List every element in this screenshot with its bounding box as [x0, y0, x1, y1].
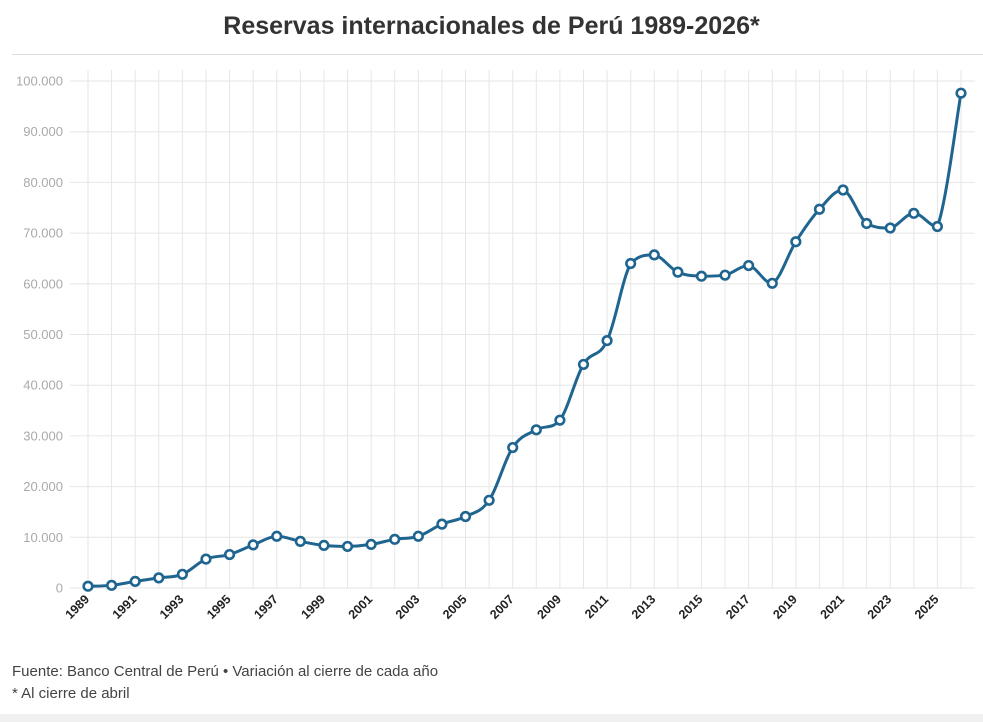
x-tick-label: 1993: [157, 592, 187, 622]
y-axis-ticks: 0 10.000 20.000 30.000 40.000 50.000 60.000 70.…: [16, 74, 63, 596]
chart-title: Reservas internacionales de Perú 1989-20…: [223, 12, 760, 40]
x-tick-label: 1989: [63, 592, 93, 622]
x-tick-label: 2005: [440, 592, 470, 622]
y-tick-label: 60.000: [23, 276, 63, 291]
line-chart: 0 10.000 20.000 30.000 40.000 50.000 60.000 70.…: [16, 70, 975, 622]
data-point: [129, 575, 141, 588]
x-tick-label: 1995: [204, 592, 234, 622]
data-point: [648, 249, 660, 261]
title-divider: [12, 54, 983, 55]
data-point: [483, 494, 495, 506]
y-tick-label: 0: [56, 581, 63, 596]
data-point: [790, 236, 802, 248]
data-point: [318, 539, 330, 552]
y-tick-label: 10.000: [23, 530, 63, 545]
data-point: [412, 530, 424, 542]
x-tick-label: 1997: [251, 592, 281, 622]
x-tick-label: 2003: [393, 592, 423, 622]
x-tick-label: 2009: [534, 592, 564, 622]
y-tick-label: 90.000: [23, 124, 63, 139]
source-note: Fuente: Banco Central de Perú • Variació…: [12, 663, 439, 680]
data-point: [672, 266, 684, 278]
data-point: [507, 441, 519, 454]
data-point: [837, 184, 849, 196]
data-point: [341, 540, 354, 553]
data-point: [271, 530, 283, 542]
data-point: [908, 207, 920, 219]
x-tick-label: 2007: [487, 592, 517, 622]
data-point: [955, 87, 967, 99]
data-point: [389, 533, 401, 545]
data-point: [931, 220, 944, 233]
x-tick-label: 2013: [629, 592, 659, 622]
data-point: [577, 358, 590, 371]
data-point: [861, 217, 873, 230]
x-tick-label: 2011: [582, 592, 611, 621]
data-point: [530, 424, 542, 436]
data-point: [554, 414, 566, 426]
x-tick-label: 1999: [299, 592, 329, 622]
y-tick-label: 70.000: [23, 226, 63, 241]
series-line: [86, 91, 963, 588]
data-point: [459, 510, 472, 523]
data-point: [436, 518, 448, 530]
x-tick-label: 2017: [723, 592, 753, 622]
data-point: [743, 259, 755, 272]
data-point: [294, 535, 306, 547]
x-axis-ticks: 1989 1991 1993 1995 1997 1999 2001 2003 2005 2007…: [63, 592, 942, 622]
data-point: [105, 579, 118, 591]
data-point: [884, 222, 896, 234]
data-point: [365, 538, 377, 550]
data-point: [176, 568, 188, 580]
data-point: [766, 277, 778, 289]
x-tick-label: 1991: [110, 592, 140, 622]
x-tick-label: 2023: [865, 592, 895, 622]
data-point: [601, 334, 613, 347]
y-tick-label: 100.000: [16, 74, 63, 89]
x-tick-label: 2001: [346, 592, 376, 622]
data-point: [200, 553, 212, 565]
y-tick-label: 40.000: [23, 378, 63, 393]
data-point: [695, 270, 708, 282]
data-point: [153, 572, 165, 584]
y-tick-label: 50.000: [23, 327, 63, 342]
y-tick-label: 30.000: [23, 428, 63, 443]
data-point: [82, 580, 94, 592]
x-tick-label: 2021: [818, 592, 848, 622]
x-tick-label: 2019: [770, 592, 800, 622]
data-point: [247, 539, 259, 551]
data-point: [223, 548, 236, 561]
y-tick-label: 20.000: [23, 479, 63, 494]
x-tick-label: 2015: [676, 592, 706, 622]
data-point: [813, 203, 826, 215]
x-tick-label: 2025: [912, 592, 942, 622]
y-tick-label: 80.000: [23, 175, 63, 190]
data-point: [719, 269, 731, 281]
data-point: [625, 257, 637, 270]
bottom-band: [0, 714, 983, 722]
series-markers: [82, 87, 967, 592]
grid-layer: [70, 70, 975, 589]
footnote: * Al cierre de abril: [12, 685, 130, 702]
